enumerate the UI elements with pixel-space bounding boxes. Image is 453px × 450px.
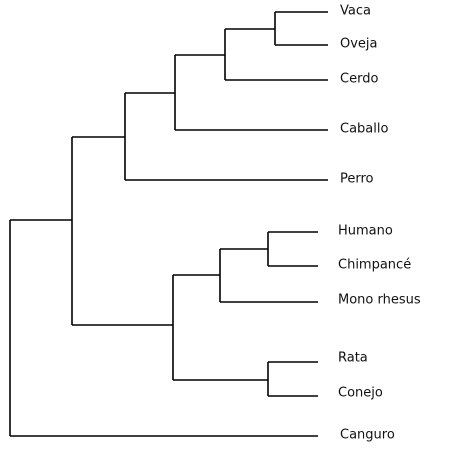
branches <box>9 11 328 437</box>
leaf-label: Conejo <box>338 386 383 401</box>
leaf-label: Rata <box>338 351 368 366</box>
leaf-label: Vaca <box>340 4 371 19</box>
leaf-label: Oveja <box>340 37 378 52</box>
leaf-label: Cerdo <box>340 72 378 87</box>
leaf-label: Perro <box>340 172 374 187</box>
leaf-label: Humano <box>338 224 393 239</box>
leaf-label: Mono rhesus <box>338 293 421 308</box>
leaf-label: Chimpancé <box>338 258 411 273</box>
leaf-label: Caballo <box>340 122 388 137</box>
leaf-label: Canguro <box>340 428 395 443</box>
